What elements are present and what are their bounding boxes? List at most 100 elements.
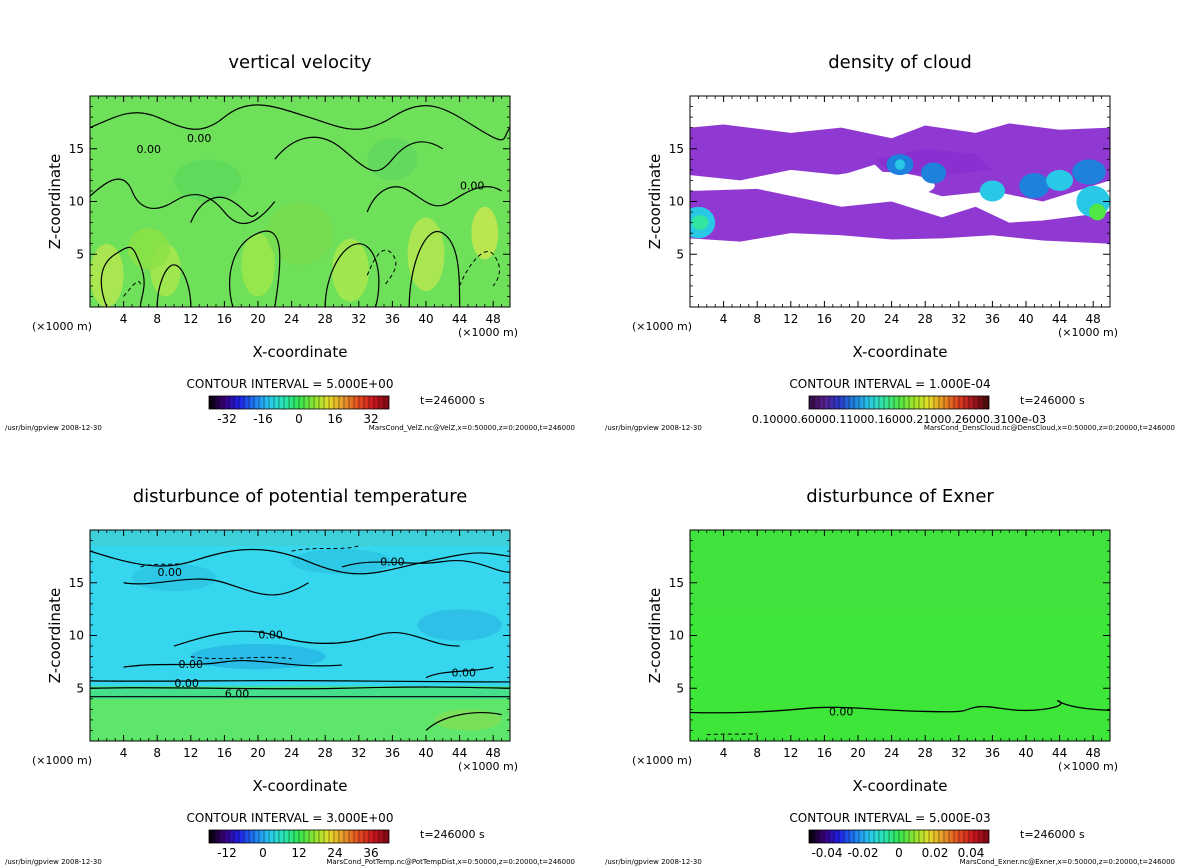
contour-label-0: 0.00 <box>829 705 854 718</box>
contour-label-1: 0.00 <box>187 132 212 145</box>
x-tick-label-4: 20 <box>250 746 265 760</box>
contour-dashed-1 <box>366 249 397 287</box>
contour-line-9 <box>425 712 502 731</box>
chart-title: vertical velocity <box>228 52 372 73</box>
x-tick-label-10: 44 <box>452 746 467 760</box>
y-tick-label-2: 15 <box>69 576 84 590</box>
y-tick-label-0: 5 <box>76 247 84 261</box>
contour-label-0: 0.00 <box>158 566 183 579</box>
contour-line-8 <box>190 196 259 223</box>
y-axis-label: Z-coordinate <box>46 154 64 249</box>
contour-line-1 <box>90 178 276 224</box>
colorbar-tick-label-1: 0 <box>259 846 267 860</box>
contour-dashed-1 <box>291 545 359 552</box>
x-tick-label-10: 44 <box>1052 746 1067 760</box>
y-tick-label-1: 10 <box>669 629 684 643</box>
field-blob-6 <box>127 227 170 270</box>
x-tick-label-1: 8 <box>753 312 761 326</box>
y-tick-label-2: 15 <box>669 142 684 156</box>
colorbar-tick-label-4: 0.04 <box>958 846 985 860</box>
x-tick-label-3: 16 <box>217 746 232 760</box>
panel-4: 0.004 8 12 16 20 24 28 32 36 40 44 4851015disturbun… <box>605 486 1175 866</box>
panel-3: 0.000.000.000.000.000.006.004 8 12 16 20 24 28… <box>5 486 575 866</box>
y-tick-label-0: 5 <box>676 247 684 261</box>
x-tick-label-2: 12 <box>183 312 198 326</box>
colorbar-tick-label-2: 0 <box>895 846 903 860</box>
cloud-region-1 <box>690 188 1110 244</box>
footer-left: /usr/bin/gpview 2008-12-30 <box>605 424 702 432</box>
x-tick-label-8: 36 <box>985 746 1000 760</box>
contour-line-9 <box>366 186 502 213</box>
contour-label-5: 0.00 <box>452 666 477 679</box>
field-upper-shade <box>690 530 1110 615</box>
x-tick-label-7: 32 <box>351 312 366 326</box>
footer-right: MarsCond_VelZ.nc@VelZ,x=0:50000,z=0:2000… <box>369 424 575 432</box>
footer-left: /usr/bin/gpview 2008-12-30 <box>605 858 702 866</box>
cloud-core-5 <box>979 180 1006 202</box>
footer-right: MarsCond_PotTemp.nc@PotTempDist,x=0:5000… <box>326 858 575 866</box>
x-tick-label-4: 20 <box>850 312 865 326</box>
x-axis-label: X-coordinate <box>253 777 348 795</box>
x-tick-label-2: 12 <box>783 312 798 326</box>
x-tick-label-0: 4 <box>720 746 728 760</box>
cloud-core-10 <box>1089 203 1106 221</box>
colorbar-tick-labels: 0.10000.60000.11000.16000.21000.26000.31… <box>752 413 1046 426</box>
cloud-gap <box>814 171 935 200</box>
cloud-core-6 <box>1019 173 1050 199</box>
contour-label-2: 0.00 <box>460 180 485 193</box>
time-label: t=246000 s <box>1020 828 1085 841</box>
contour-line-7 <box>123 659 343 668</box>
contour-label-0: 0.00 <box>137 143 162 156</box>
chart-title: disturbunce of potential temperature <box>133 486 468 507</box>
x-tick-label-5: 24 <box>284 312 299 326</box>
contour-label-2: 0.00 <box>258 628 283 641</box>
y-tick-label-0: 5 <box>676 681 684 695</box>
field-blob-7 <box>266 201 334 265</box>
time-label: t=246000 s <box>1020 394 1085 407</box>
x-unit-right: (×1000 m) <box>458 760 518 773</box>
x-axis-label: X-coordinate <box>853 343 948 361</box>
contour-interval-label: CONTOUR INTERVAL = 5.000E-03 <box>789 811 990 825</box>
x-tick-label-9: 40 <box>418 312 433 326</box>
colorbar-tick-label-2: 12 <box>291 846 306 860</box>
x-tick-label-3: 16 <box>217 312 232 326</box>
contour-field <box>690 530 1110 741</box>
cloud-core-7 <box>1046 169 1074 191</box>
contour-label-1: 0.00 <box>380 556 405 569</box>
contour-line-1 <box>90 686 510 690</box>
contour-line-3 <box>156 264 192 307</box>
colorbar-tick-label-4: 36 <box>363 846 378 860</box>
contour-interval-label: CONTOUR INTERVAL = 3.000E+00 <box>187 811 394 825</box>
x-unit-right: (×1000 m) <box>458 326 518 339</box>
x-tick-label-11: 48 <box>1086 746 1101 760</box>
chart-title: disturbunce of Exner <box>806 486 994 507</box>
x-tick-label-5: 24 <box>884 312 899 326</box>
x-unit-left: (×1000 m) <box>632 754 692 767</box>
y-tick-label-2: 15 <box>69 142 84 156</box>
temp-patch-1 <box>291 549 393 575</box>
contour-interval-label: CONTOUR INTERVAL = 5.000E+00 <box>187 377 394 391</box>
contour-line-4 <box>123 578 309 596</box>
x-tick-label-5: 24 <box>284 746 299 760</box>
contour-line-2 <box>100 246 145 307</box>
x-tick-label-1: 8 <box>753 746 761 760</box>
temp-patch-4 <box>434 709 502 731</box>
x-tick-label-7: 32 <box>951 746 966 760</box>
temp-patch-2 <box>190 644 326 670</box>
field-blob-0 <box>90 243 124 307</box>
contour-field <box>90 530 510 741</box>
y-tick-label-1: 10 <box>69 195 84 209</box>
x-tick-label-11: 48 <box>486 312 501 326</box>
x-unit-left: (×1000 m) <box>32 320 92 333</box>
y-tick-label-2: 15 <box>669 576 684 590</box>
contour-label-6: 6.00 <box>225 688 250 701</box>
x-tick-label-1: 8 <box>153 746 161 760</box>
x-tick-label-0: 4 <box>720 312 728 326</box>
x-tick-label-6: 28 <box>918 746 933 760</box>
temp-patch-0 <box>132 563 216 592</box>
colorbar-tick-label-1: -0.02 <box>847 846 878 860</box>
footer-left: /usr/bin/gpview 2008-12-30 <box>5 858 102 866</box>
cloud-core-8 <box>1072 159 1106 185</box>
